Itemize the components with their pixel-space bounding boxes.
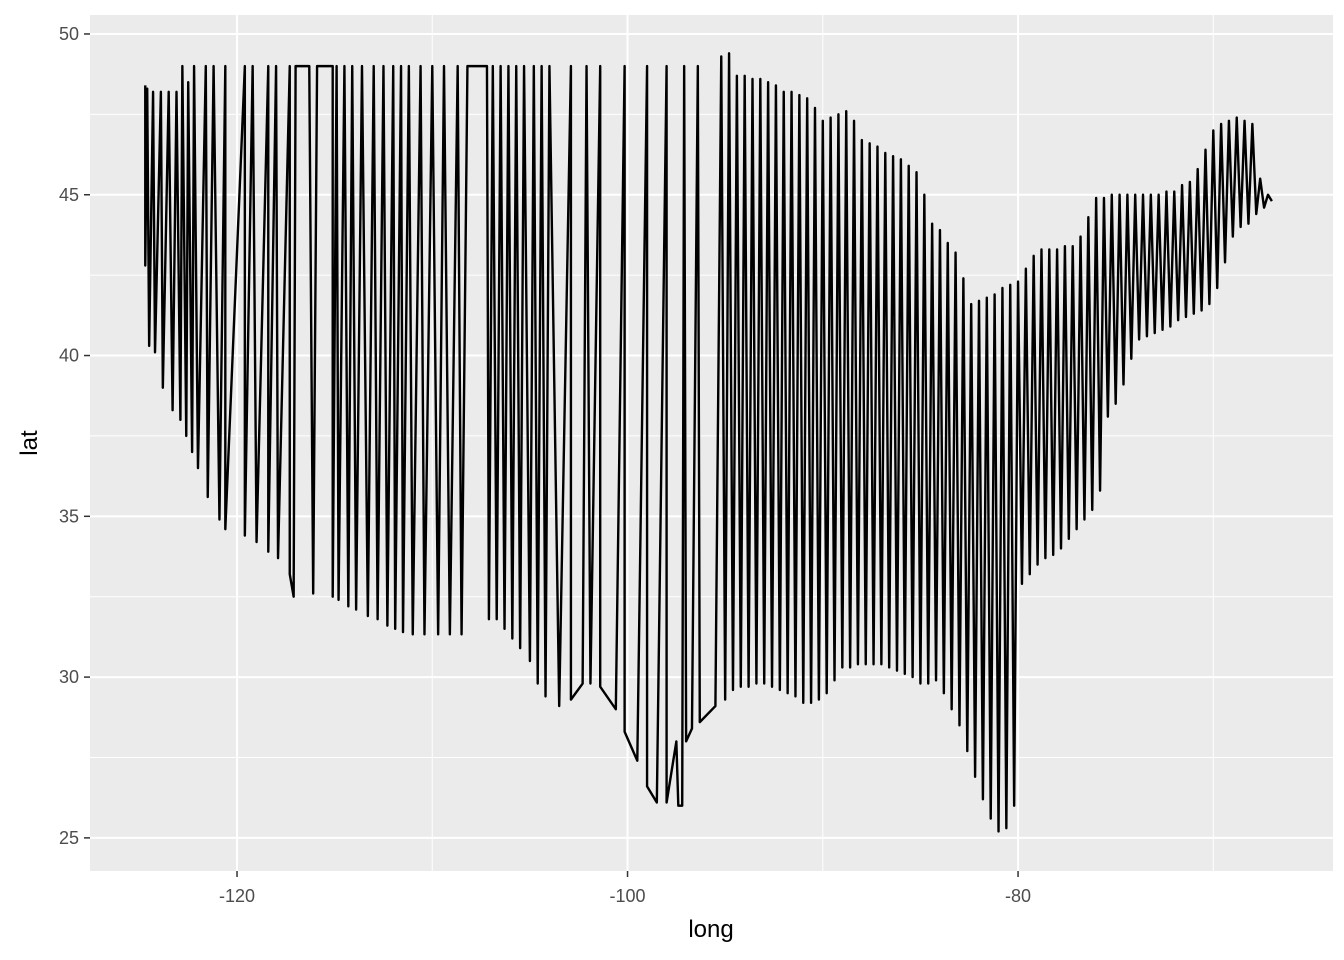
y-tick-label: 45 [59,185,79,205]
y-axis-title: lat [16,430,43,456]
y-tick-label: 30 [59,667,79,687]
y-tick-label: 50 [59,24,79,44]
axes: -120 -100 -80 25 30 35 40 45 50 [59,24,1031,906]
marks [144,52,1273,833]
x-tick-label: -80 [1005,886,1031,906]
x-tick-label: -120 [219,886,255,906]
x-axis-title: long [688,916,733,943]
y-tick-label: 25 [59,828,79,848]
y-tick-label: 40 [59,346,79,366]
panel [90,15,1333,871]
data-line [144,52,1273,833]
y-tick-label: 35 [59,506,79,526]
x-tick-label: -100 [610,886,646,906]
